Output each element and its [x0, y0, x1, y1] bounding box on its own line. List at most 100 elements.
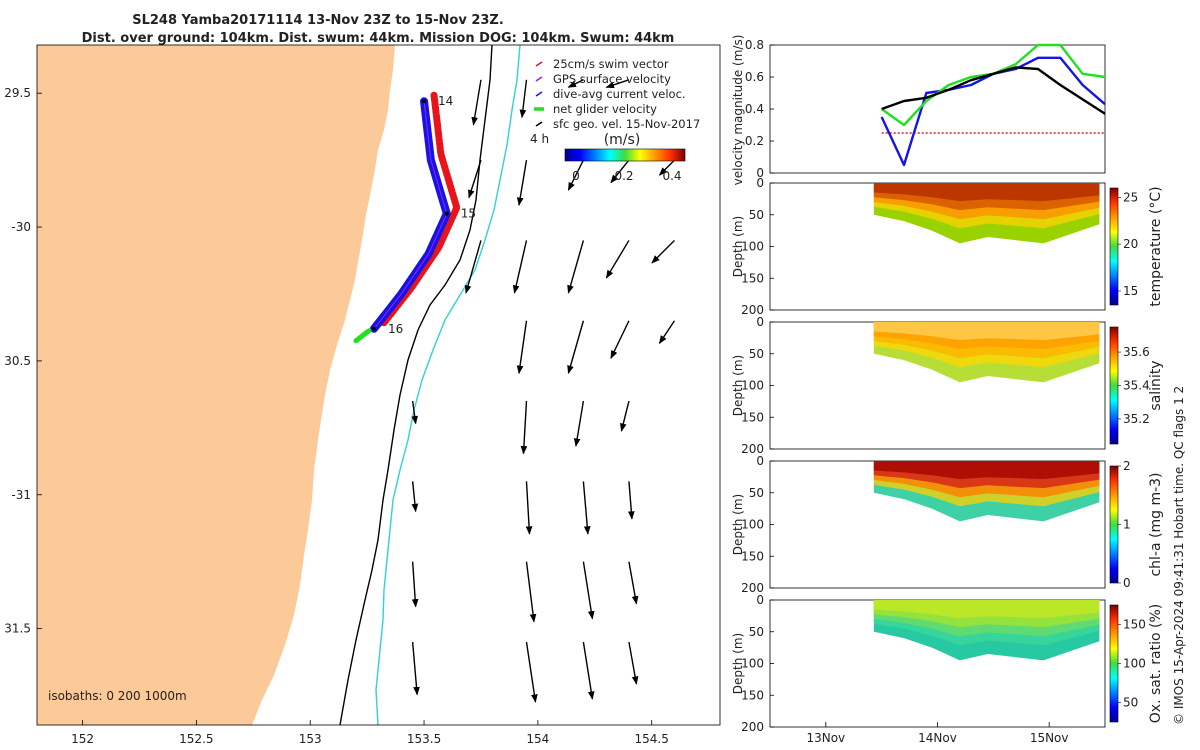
time-scale-label: 4 h: [530, 132, 549, 146]
legend-entry: 25cm/s swim vector: [553, 57, 669, 71]
figure-title-line2: Dist. over ground: 104km. Dist. swum: 44…: [82, 31, 675, 46]
day-label: 15: [461, 207, 476, 221]
section-colorbar-tick-label: 2: [1123, 459, 1131, 473]
speed-colorbar-label: (m/s): [604, 132, 641, 148]
section-colorbar-label: temperature (°C): [1148, 186, 1164, 306]
speed-colorbar-tick: 0.2: [614, 169, 633, 183]
section-colorbar-tick-label: 35.4: [1123, 379, 1150, 393]
geostrophic-arrow: [525, 561, 537, 623]
section-y-tick-label: 50: [749, 208, 764, 222]
map-x-tick-label: 152: [71, 732, 94, 746]
section-colorbar: [1109, 604, 1119, 723]
geostrophic-arrow: [605, 240, 630, 279]
geostrophic-arrow: [573, 400, 585, 447]
geostrophic-arrow: [471, 79, 482, 126]
geostrophic-arrow: [610, 159, 630, 184]
velocity-series-line: [881, 66, 1106, 115]
map-y-tick-label: -30: [11, 220, 31, 234]
section-colorbar-tick-label: 100: [1123, 657, 1146, 671]
section-panel: 0 50 100 150 200 Depth (m) 35.2 35.4 35.6salinit…: [731, 315, 1164, 456]
section-colorbar-tick-label: 15: [1123, 284, 1138, 298]
geostrophic-arrow: [582, 641, 595, 700]
section-data-band: [873, 322, 1100, 341]
day-label: 14: [438, 94, 453, 108]
section-panel: 0 50 100 150 200 Depth (m) 0 1 2 chl-a (mg m-3): [731, 454, 1164, 595]
geostrophic-arrow: [582, 481, 591, 535]
section-colorbar-tick-label: 35.2: [1123, 412, 1150, 426]
section-y-tick-label: 50: [749, 625, 764, 639]
geostrophic-arrow: [512, 240, 528, 294]
map-x-tick-label: 154.5: [635, 732, 669, 746]
section-colorbar-tick-label: 20: [1123, 237, 1138, 251]
legend-entry: GPS surface velocity: [553, 72, 671, 86]
map-panel: 14 15 16 152 152.5 153 153.5 154 154.5 29.5 -30 3…: [4, 44, 721, 746]
section-panel: 0 50 100 150 200 Depth (m) 15 20 25 temperature (…: [731, 176, 1164, 317]
section-colorbar-tick-label: 50: [1123, 696, 1138, 710]
geostrophic-arrow: [525, 481, 533, 535]
velocity-y-tick-label: 0.8: [745, 38, 764, 52]
section-y-tick-label: 100: [741, 657, 764, 671]
land-mass: [37, 45, 395, 725]
section-colorbar-tick-label: 150: [1123, 618, 1146, 632]
geostrophic-arrow: [411, 641, 420, 696]
geostrophic-arrow: [567, 79, 584, 88]
geostrophic-arrow: [567, 240, 585, 294]
section-y-tick-label: 200: [741, 720, 764, 734]
section-colorbar-tick-label: 1: [1123, 518, 1131, 532]
figure-title-line1: SL248 Yamba20171114 13-Nov 23Z to 15-Nov…: [132, 13, 504, 28]
geostrophic-arrow: [567, 159, 585, 191]
map-y-tick-label: 30.5: [4, 354, 31, 368]
geostrophic-arrow: [468, 159, 482, 199]
section-data-band: [873, 461, 1100, 480]
day-marker: [371, 326, 376, 331]
map-x-ticks: 152 152.5 153 153.5 154 154.5: [71, 720, 669, 746]
map-y-ticks: 29.5 -30 30.5 -31 31.5: [4, 86, 42, 636]
section-y-tick-label: 200: [741, 581, 764, 595]
map-x-tick-label: 152.5: [179, 732, 213, 746]
geostrophic-arrow: [651, 239, 675, 264]
section-y-tick-label: 100: [741, 379, 764, 393]
geostrophic-arrow: [411, 400, 418, 425]
net-glider-velocity-stub: [353, 328, 372, 344]
geostrophic-arrow: [519, 79, 528, 119]
section-colorbar-tick-label: 35.6: [1123, 345, 1150, 359]
velocity-y-tick-label: 0.2: [745, 134, 764, 148]
day-label: 16: [388, 322, 403, 336]
section-y-tick-label: 50: [749, 347, 764, 361]
map-x-tick-label: 153: [299, 732, 322, 746]
section-colorbar-tick-label: 25: [1123, 190, 1138, 204]
time-axis-ticks: 13Nov 14Nov 15Nov: [806, 722, 1069, 745]
speed-colorbar: (m/s) 0 0.2 0.4: [564, 132, 686, 183]
time-tick-label: 13Nov: [806, 731, 845, 745]
velocity-y-tick-label: 0: [756, 166, 764, 180]
geostrophic-vector-field: [411, 79, 676, 703]
geostrophic-arrow: [464, 240, 482, 294]
geostrophic-arrow: [658, 320, 676, 344]
gps-surface-velocity-line: [373, 101, 448, 330]
geostrophic-arrow: [658, 159, 675, 176]
geostrophic-arrow: [411, 481, 419, 513]
section-y-tick-label: 0: [756, 315, 764, 329]
velocity-ylabel: velocity magnitude (m/s): [731, 35, 745, 186]
speed-colorbar-tick: 0.4: [662, 169, 681, 183]
geostrophic-arrow: [610, 320, 630, 360]
geostrophic-arrow: [525, 641, 538, 703]
glider-track: 14 15 16: [353, 91, 476, 344]
time-tick-label: 15Nov: [1030, 731, 1069, 745]
section-ylabel: Depth (m): [731, 633, 745, 694]
geostrophic-arrow: [520, 401, 528, 455]
section-y-tick-label: 100: [741, 240, 764, 254]
geostrophic-arrow: [605, 79, 630, 89]
legend-entry: sfc geo. vel. 15-Nov-2017: [553, 117, 700, 131]
velocity-y-ticks: 0 0.2 0.4 0.6 0.8: [745, 38, 774, 180]
section-colorbar-label: chl-a (mg m-3): [1148, 472, 1164, 576]
geostrophic-arrow: [411, 561, 419, 608]
section-data-band: [873, 183, 1100, 202]
time-tick-label: 14Nov: [918, 731, 957, 745]
legend-swatch: [535, 121, 543, 127]
isobath-note: isobaths: 0 200 1000m: [48, 689, 187, 703]
